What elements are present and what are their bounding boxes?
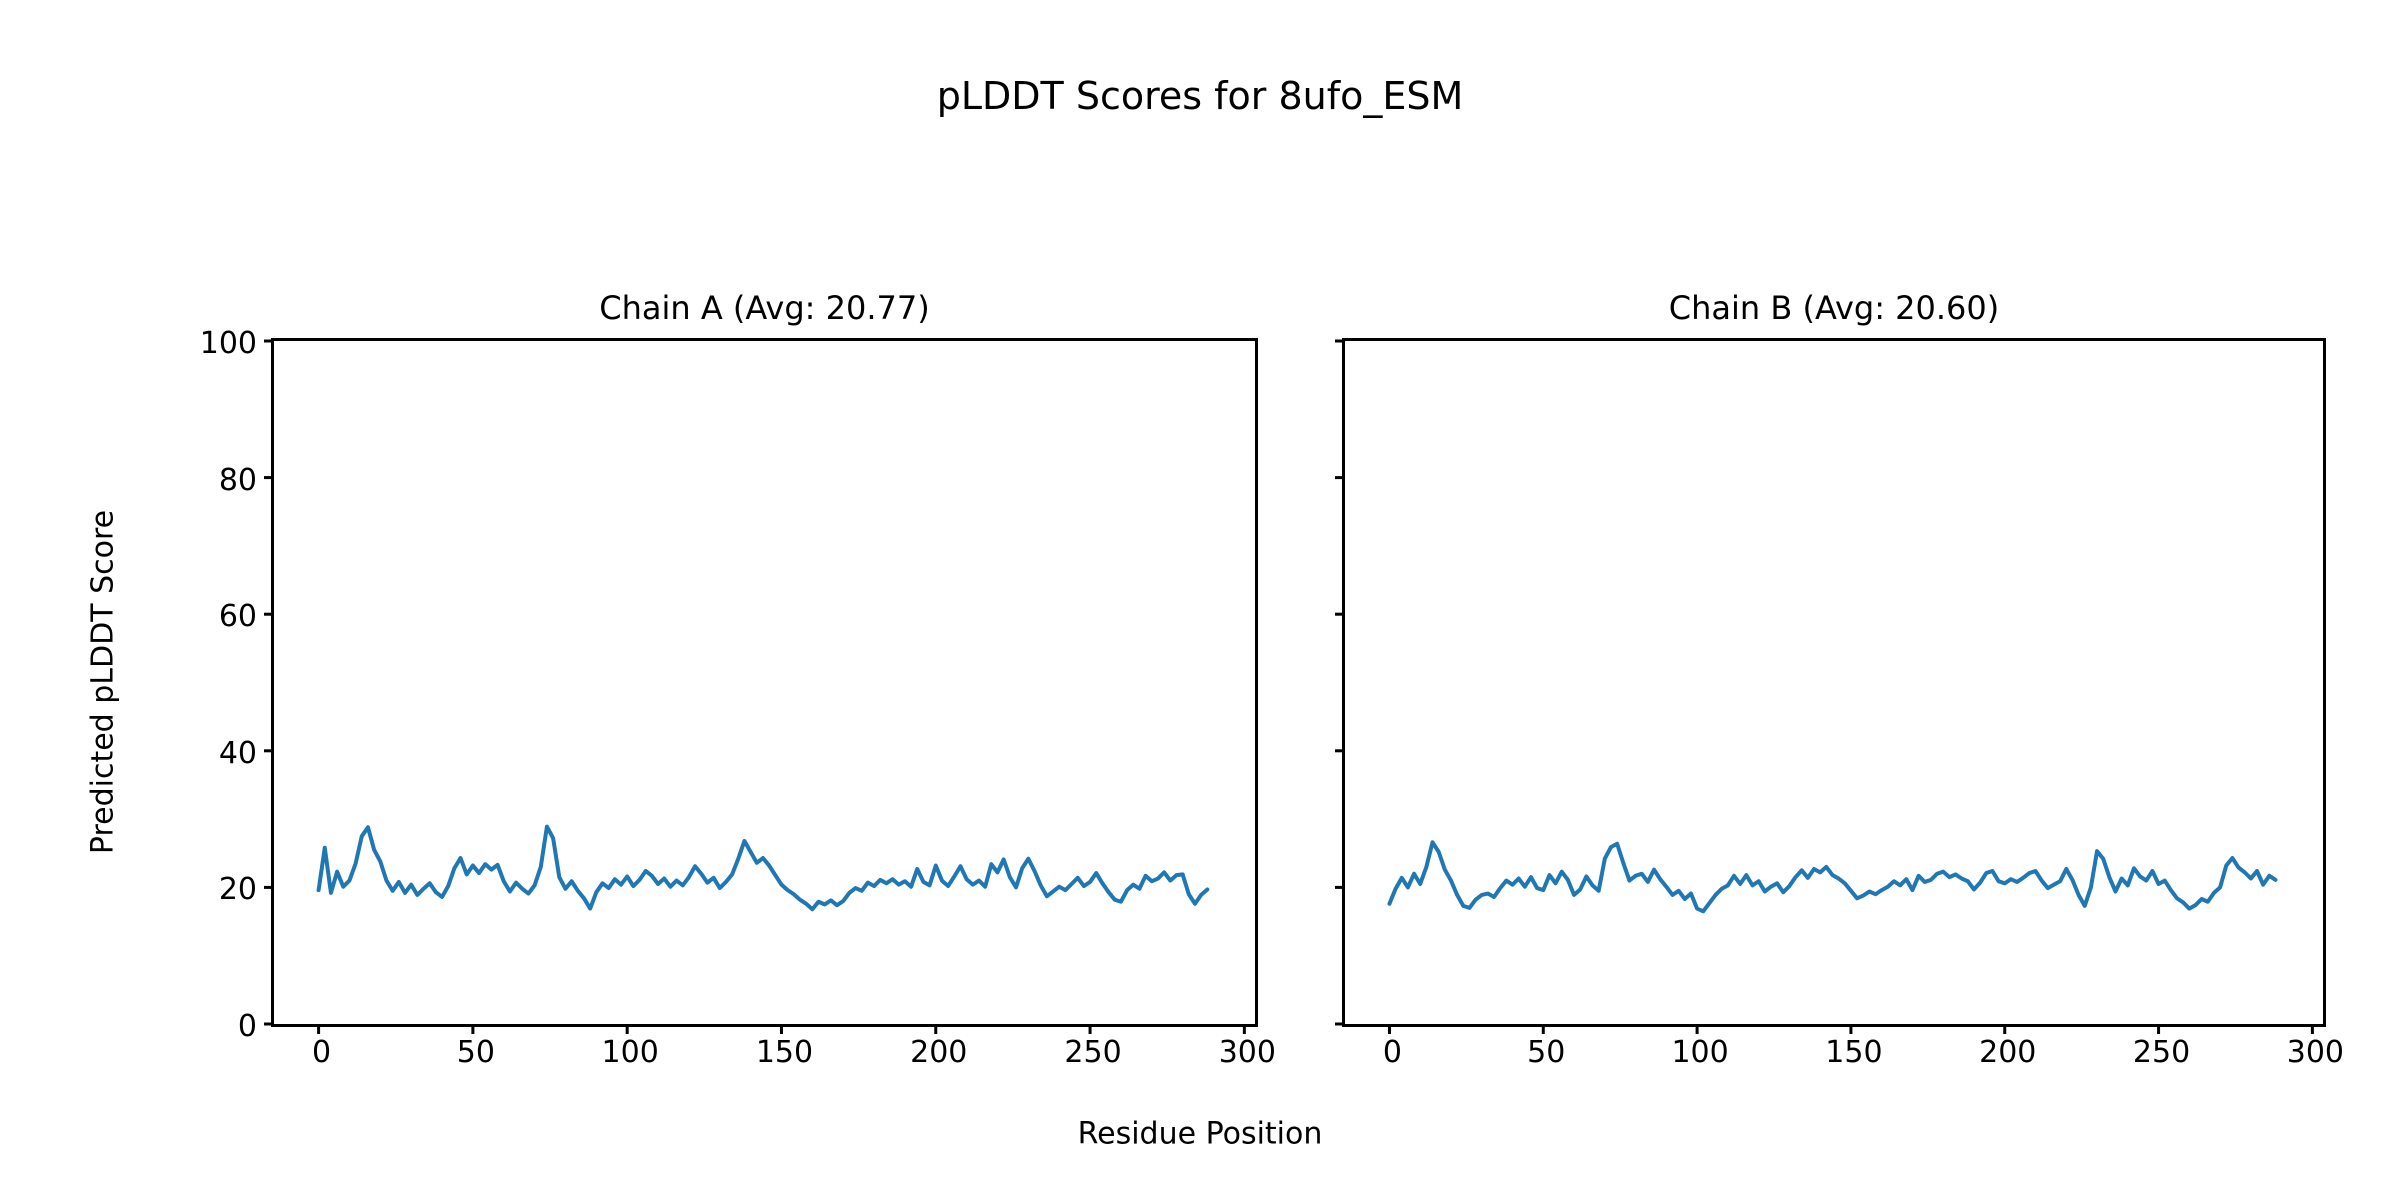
figure-title: pLDDT Scores for 8ufo_ESM [936, 74, 1464, 118]
y-tick-label: 20 [218, 872, 257, 908]
x-tick-label: 200 [910, 1035, 968, 1070]
plddt-line-chain-b [1387, 840, 2278, 914]
x-tick-label: 50 [456, 1035, 495, 1070]
x-tick-label: 300 [1218, 1035, 1276, 1070]
y-tick-label: 0 [237, 1009, 257, 1044]
x-tick-label: 100 [601, 1035, 659, 1070]
x-tick-label: 150 [755, 1035, 814, 1070]
plddt-line-chain-a [316, 824, 1210, 912]
y-tick-label: 80 [218, 462, 257, 498]
chain-a-line-chart [264, 339, 1246, 1034]
x-tick-label: 100 [1671, 1035, 1729, 1070]
x-axis-label: Residue Position [1077, 1116, 1323, 1152]
chain-b-plot: Chain B (Avg: 20.60) 0 50 100 150 200 250 300 [1335, 290, 2344, 1068]
x-tick-label: 150 [1825, 1035, 1883, 1070]
chain-b-title: Chain B (Avg: 20.60) [1668, 289, 2000, 328]
y-tick-label: 60 [218, 599, 257, 635]
chain-a-title: Chain A (Avg: 20.77) [599, 289, 930, 328]
x-tick-label: 300 [2286, 1035, 2345, 1070]
x-tick-label: 250 [2132, 1035, 2191, 1070]
chain-a-plot: Chain A (Avg: 20.77) 0 50 100 150 200 250 300 0… [200, 290, 1276, 1068]
x-tick-label: 0 [1382, 1035, 1402, 1070]
chain-b-line-chart [1335, 339, 2314, 1034]
y-tick-label: 100 [199, 326, 257, 361]
y-axis-label: Predicted pLDDT Score [85, 509, 121, 855]
x-tick-label: 200 [1979, 1035, 2037, 1070]
x-tick-label: 250 [1064, 1035, 1122, 1070]
x-tick-label: 50 [1527, 1035, 1566, 1070]
y-tick-label: 40 [218, 735, 257, 771]
x-tick-label: 0 [312, 1035, 332, 1070]
